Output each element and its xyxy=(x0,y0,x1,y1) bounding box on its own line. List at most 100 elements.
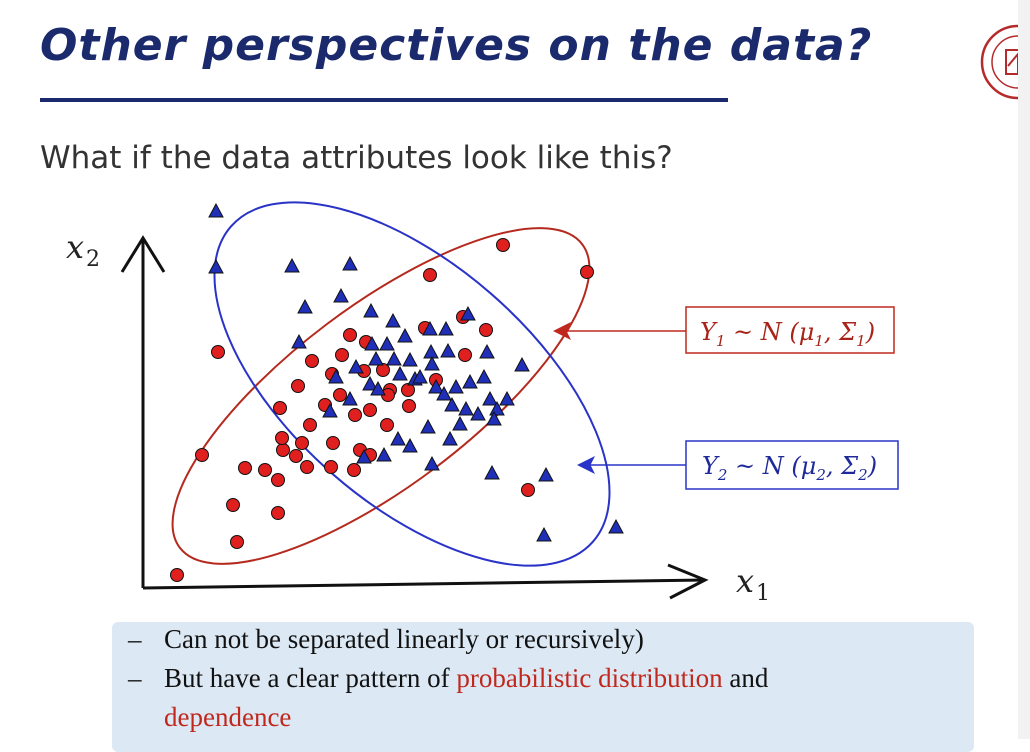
scatter-plot: x2 x1 Y1 ~ N (μ1, Σ1) Y2 ~ N (μ2, Σ2) xyxy=(66,201,899,606)
red-class-point xyxy=(363,403,377,417)
blue-class-point xyxy=(376,446,392,462)
title-underline xyxy=(40,98,728,102)
bullet-2: – But have a clear pattern of probabilist… xyxy=(128,663,768,694)
red-class-point xyxy=(226,498,240,512)
blue-class-point xyxy=(208,202,224,218)
red-class-point xyxy=(521,483,535,497)
y-axis-arrowhead xyxy=(120,235,166,273)
blue-legend-box xyxy=(685,440,899,490)
bullet-dash: – xyxy=(128,624,142,654)
red-class-point xyxy=(230,535,244,549)
blue-class-point xyxy=(362,375,378,391)
red-class-point xyxy=(326,436,340,450)
blue-class-point xyxy=(390,430,406,446)
red-class-point xyxy=(195,448,209,462)
red-class-point xyxy=(376,363,390,377)
blue-class-point xyxy=(328,368,344,384)
red-class-point xyxy=(271,506,285,520)
blue-class-point xyxy=(284,257,300,273)
bullet-2-text: But have a clear pattern of xyxy=(164,663,457,693)
blue-class-point xyxy=(370,380,386,396)
red-class-point xyxy=(276,443,290,457)
bullet-2-highlight: probabilistic distribution xyxy=(456,663,723,693)
blue-class-point xyxy=(460,305,476,321)
blue-class-point xyxy=(436,385,452,401)
red-class-point xyxy=(335,348,349,362)
blue-class-point xyxy=(608,518,624,534)
bullet-1-text: Can not be separated linearly or recursi… xyxy=(164,624,644,654)
red-class-point xyxy=(303,418,317,432)
slide-edge xyxy=(1018,0,1030,739)
blue-class-point xyxy=(333,287,349,303)
blue-class-point xyxy=(458,400,474,416)
red-class-point xyxy=(423,268,437,282)
blue-legend-text: Y2 ~ N (μ2, Σ2) xyxy=(702,452,877,484)
blue-class-point xyxy=(489,400,505,416)
red-class-point xyxy=(479,323,493,337)
blue-class-point xyxy=(412,368,428,384)
blue-class-point xyxy=(442,430,458,446)
blue-class-point xyxy=(440,342,456,358)
blue-class-point xyxy=(470,405,486,421)
blue-class-point xyxy=(499,390,515,406)
blue-class-point xyxy=(402,437,418,453)
red-class-point xyxy=(458,348,472,362)
red-class-point xyxy=(300,460,314,474)
blue-class-point xyxy=(486,410,502,426)
blue-class-point xyxy=(438,320,454,336)
blue-class-point xyxy=(448,378,464,394)
blue-class-point xyxy=(397,327,413,343)
red-class-point xyxy=(275,431,289,445)
blue-class-point xyxy=(462,373,478,389)
blue-class-point xyxy=(452,415,468,431)
red-class-point xyxy=(211,345,225,359)
blue-class-point xyxy=(386,350,402,366)
red-class-point xyxy=(343,328,357,342)
red-class-point xyxy=(291,379,305,393)
red-class-point xyxy=(402,399,416,413)
red-class-point xyxy=(295,436,309,450)
blue-class-point xyxy=(424,355,440,371)
y-axis-label: x2 xyxy=(66,228,100,272)
red-class-point xyxy=(580,265,594,279)
blue-class-point xyxy=(482,390,498,406)
red-class-point xyxy=(289,449,303,463)
blue-class-point xyxy=(392,365,408,381)
red-class-ellipse xyxy=(171,227,591,565)
slide-title: Other perspectives on the data? xyxy=(40,20,873,71)
red-class-point xyxy=(271,473,285,487)
blue-class-point xyxy=(363,302,379,318)
bullet-1: – Can not be separated linearly or recurs… xyxy=(128,624,644,655)
blue-class-point xyxy=(342,390,358,406)
blue-class-point xyxy=(368,350,384,366)
blue-class-ellipse xyxy=(213,201,611,567)
x-axis-label: x1 xyxy=(736,562,770,606)
blue-class-point xyxy=(379,335,395,351)
red-class-point xyxy=(333,388,347,402)
red-legend-box xyxy=(685,306,895,354)
blue-class-point xyxy=(322,402,338,418)
blue-class-point xyxy=(444,396,460,412)
red-class-point xyxy=(380,418,394,432)
slide-subtitle: What if the data attributes look like th… xyxy=(40,140,673,176)
red-class-point xyxy=(273,401,287,415)
blue-class-point xyxy=(208,258,224,274)
red-class-point xyxy=(170,568,184,582)
blue-class-point xyxy=(348,358,364,374)
blue-class-point xyxy=(538,466,554,482)
red-class-point xyxy=(324,460,338,474)
x-axis xyxy=(142,578,706,590)
blue-class-point xyxy=(364,335,380,351)
blue-class-point xyxy=(424,455,440,471)
red-class-point xyxy=(496,238,510,252)
blue-class-point xyxy=(356,448,372,464)
blue-class-point xyxy=(342,255,358,271)
blue-class-point xyxy=(297,298,313,314)
blue-class-point xyxy=(476,368,492,384)
blue-class-point xyxy=(402,351,418,367)
blue-class-point xyxy=(385,312,401,328)
red-class-point xyxy=(238,461,252,475)
blue-class-point xyxy=(514,356,530,372)
blue-class-point xyxy=(291,333,307,349)
blue-class-point xyxy=(422,320,438,336)
